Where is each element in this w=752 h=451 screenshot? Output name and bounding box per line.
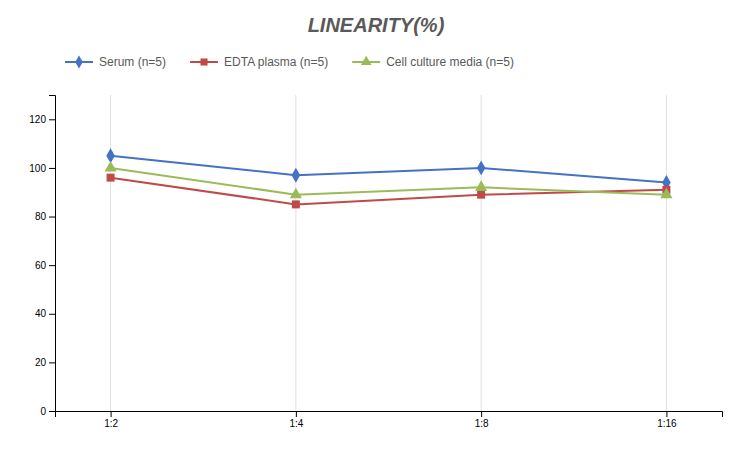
y-tick: 80 (35, 211, 55, 222)
series-point (475, 180, 487, 191)
series-point (660, 188, 672, 199)
y-axis: 0 20 40 60 80 100 120 (29, 96, 55, 417)
y-tick-label: 80 (35, 211, 47, 222)
data (105, 148, 673, 208)
y-tick: 20 (35, 357, 55, 368)
y-tick: 60 (35, 260, 55, 271)
legend-swatch (361, 56, 372, 65)
grid-line (295, 95, 296, 411)
x-tick: 1:4 (289, 411, 303, 429)
grid-line (481, 95, 482, 411)
series-point (292, 200, 300, 208)
y-tick-mark (49, 314, 55, 315)
x-tick-label: 1:2 (104, 418, 118, 429)
chart: 1:2 1:4 1:8 1:16 0 20 40 60 80 100 120 LINEARITY(%)… (0, 0, 752, 451)
legend-item: EDTA plasma (n=5) (190, 55, 328, 69)
y-tick-label: 120 (29, 114, 46, 125)
y-tick-label: 20 (35, 357, 47, 368)
series-point (105, 161, 117, 172)
grid-line (110, 95, 111, 411)
x-tick-mark (666, 411, 667, 417)
series-point (292, 168, 301, 183)
title: LINEARITY(%) (308, 14, 445, 36)
x-tick: 1:8 (475, 411, 489, 429)
x-tick-mark (296, 411, 297, 417)
series-point (107, 174, 115, 182)
x-tick-label: 1:4 (289, 418, 303, 429)
y-tick: 100 (29, 163, 55, 174)
grid-line (666, 95, 667, 411)
legend: Serum (n=5) EDTA plasma (n=5) Cell culture… (65, 55, 514, 69)
x-axis: 1:2 1:4 1:8 1:16 (56, 411, 723, 429)
series-point (290, 188, 302, 199)
series-line (111, 168, 667, 195)
series-point (477, 160, 486, 175)
grid (111, 95, 667, 411)
x-tick: 1:16 (657, 411, 677, 429)
legend-label: Cell culture media (n=5) (386, 55, 514, 69)
x-axis-line (56, 412, 723, 418)
x-tick-label: 1:8 (475, 418, 489, 429)
x-tick-mark (481, 411, 482, 417)
y-tick-mark (49, 217, 55, 218)
plot: 1:2 1:4 1:8 1:16 0 20 40 60 80 100 120 (29, 95, 722, 429)
x-tick: 1:2 (104, 411, 118, 429)
y-tick: 40 (35, 308, 55, 319)
y-tick: 0 (40, 406, 55, 417)
y-tick-mark (49, 362, 55, 363)
legend-item: Cell culture media (n=5) (352, 55, 514, 69)
y-tick-label: 40 (35, 308, 47, 319)
y-tick-label: 60 (35, 260, 47, 271)
legend-swatch (75, 55, 83, 68)
legend-item: Serum (n=5) (65, 55, 166, 69)
y-tick: 120 (29, 114, 55, 125)
legend-swatch (200, 58, 207, 65)
series-point (477, 191, 485, 199)
y-tick-mark (49, 119, 55, 120)
x-tick-label: 1:16 (657, 418, 677, 429)
y-axis-line (49, 96, 56, 412)
series-line (111, 156, 667, 183)
y-tick-mark (49, 265, 55, 266)
y-tick-label: 0 (40, 406, 46, 417)
y-tick-label: 100 (29, 163, 46, 174)
x-tick-mark (111, 411, 112, 417)
legend-label: Serum (n=5) (99, 55, 166, 69)
y-tick-mark (49, 168, 55, 169)
y-tick-mark (49, 411, 55, 412)
legend-label: EDTA plasma (n=5) (224, 55, 328, 69)
